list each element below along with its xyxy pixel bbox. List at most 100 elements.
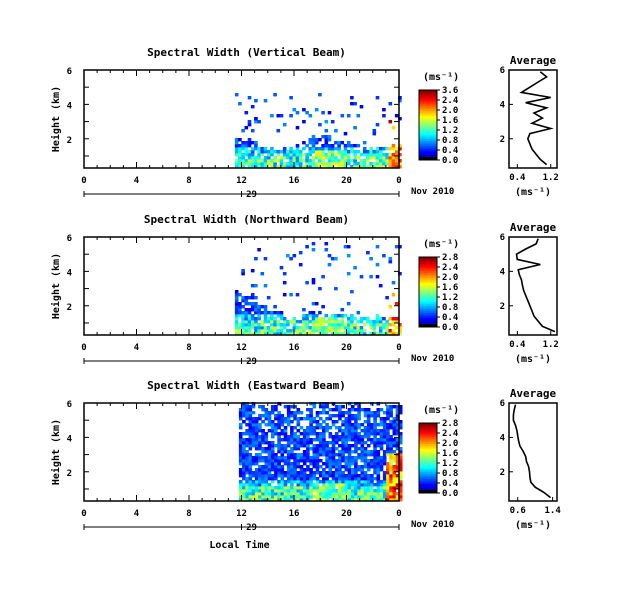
heatmap-cell xyxy=(389,435,393,439)
heatmap-cell xyxy=(264,441,269,445)
heatmap-cell xyxy=(312,444,317,448)
heatmap-cell xyxy=(337,326,341,330)
heatmap-cell xyxy=(350,432,355,436)
heatmap-cell xyxy=(242,486,246,490)
date-day-label: 29 xyxy=(246,523,257,533)
colorbar-swatch xyxy=(419,132,437,135)
heatmap-cell xyxy=(295,159,300,163)
heatmap-cell xyxy=(290,447,294,451)
heatmap-cell xyxy=(325,462,329,466)
heatmap-cell xyxy=(363,483,368,487)
heatmap-cell xyxy=(338,411,342,415)
heatmap-cell xyxy=(398,495,403,499)
heatmap-cell xyxy=(302,480,307,484)
colorbar-swatch xyxy=(419,484,437,487)
heatmap-cell xyxy=(324,329,329,333)
heatmap-cell xyxy=(290,429,294,433)
heatmap-cell xyxy=(325,447,329,451)
heatmap-cell xyxy=(306,414,310,418)
heatmap-cell xyxy=(398,153,402,157)
colorbar-swatch xyxy=(419,107,437,110)
heatmap-cell xyxy=(295,147,300,151)
heatmap-cell xyxy=(306,441,310,445)
panel-1: Spectral Width (Vertical Beam)0 4 8 12 16 20 0… xyxy=(50,46,559,200)
heatmap-cell xyxy=(318,426,323,430)
heatmap-cell xyxy=(245,429,249,433)
heatmap-cell xyxy=(290,495,294,499)
heatmap-cell xyxy=(261,489,265,493)
heatmap-cell xyxy=(238,432,243,436)
heatmap-cell xyxy=(260,311,265,315)
heatmap-cell xyxy=(250,296,255,300)
heatmap-cell xyxy=(257,311,261,315)
heatmap-cell xyxy=(362,162,367,166)
heatmap-cell xyxy=(305,245,309,249)
heatmap-cell xyxy=(391,293,396,297)
colorbar-swatch xyxy=(419,300,437,303)
heatmap-cell xyxy=(241,159,245,163)
heatmap-cell xyxy=(389,420,393,424)
panel-title: Spectral Width (Vertical Beam) xyxy=(147,46,346,59)
heatmap-cell xyxy=(296,456,301,460)
heatmap-cell xyxy=(318,317,322,321)
heatmap-cell xyxy=(395,486,400,490)
heatmap-cell xyxy=(394,159,399,163)
heatmap-cell xyxy=(306,444,310,448)
colorbar-swatch xyxy=(419,271,437,274)
colorbar-floor xyxy=(419,157,437,160)
heatmap-cell xyxy=(234,153,239,157)
heatmap-cell xyxy=(337,314,341,318)
heatmap-cell xyxy=(241,153,245,157)
heatmap-cell xyxy=(238,468,243,472)
heatmap-cell xyxy=(324,129,329,133)
heatmap-cell xyxy=(350,435,355,439)
heatmap-cell xyxy=(375,320,380,324)
heatmap-cell xyxy=(267,450,272,454)
heatmap-cell xyxy=(322,405,326,409)
heatmap-cell xyxy=(250,323,255,327)
heatmap-cell xyxy=(327,326,332,330)
heatmap-cell xyxy=(241,162,245,166)
heatmap-cell xyxy=(347,498,352,502)
heatmap-cell xyxy=(331,444,336,448)
heatmap-cell xyxy=(315,453,320,457)
heatmap-cell xyxy=(247,138,252,142)
heatmap-cell xyxy=(292,323,297,327)
heatmap-cell xyxy=(362,141,367,145)
heatmap-cell xyxy=(353,150,357,154)
heatmap-cell xyxy=(263,308,268,312)
heatmap-cell xyxy=(245,492,249,496)
colorbar-swatch xyxy=(419,454,437,457)
heatmap-cell xyxy=(305,320,309,324)
heatmap-cell xyxy=(282,332,287,336)
heatmap-cell xyxy=(306,453,310,457)
heatmap-cell xyxy=(386,489,390,493)
panel-title: Spectral Width (Northward Beam) xyxy=(144,213,349,226)
heatmap-cell xyxy=(350,165,354,169)
heatmap-cell xyxy=(398,462,403,466)
heatmap-cell xyxy=(244,296,249,300)
heatmap-cell xyxy=(282,281,287,285)
date-day-label: 29 xyxy=(246,190,257,200)
heatmap-cell xyxy=(277,474,281,478)
heatmap-cell xyxy=(292,153,297,157)
heatmap-cell xyxy=(245,405,249,409)
heatmap-cell xyxy=(305,144,309,148)
heatmap-cell xyxy=(289,293,293,297)
colorbar-swatch xyxy=(419,297,437,300)
heatmap-cell xyxy=(357,480,361,484)
heatmap-cell xyxy=(322,453,326,457)
heatmap-cell xyxy=(270,474,275,478)
heatmap-cell xyxy=(274,444,278,448)
average-profile-line xyxy=(519,71,554,166)
heatmap-cell xyxy=(386,471,390,475)
heatmap-cell xyxy=(274,405,278,409)
heatmap-cell xyxy=(258,465,262,469)
heatmap-cell xyxy=(375,275,380,279)
heatmap-cell xyxy=(261,480,265,484)
heatmap-cell xyxy=(311,320,316,324)
colorbar-swatch xyxy=(419,304,437,307)
heatmap-cell xyxy=(356,144,361,148)
heatmap-cell xyxy=(325,453,329,457)
heatmap-cell xyxy=(366,477,371,481)
